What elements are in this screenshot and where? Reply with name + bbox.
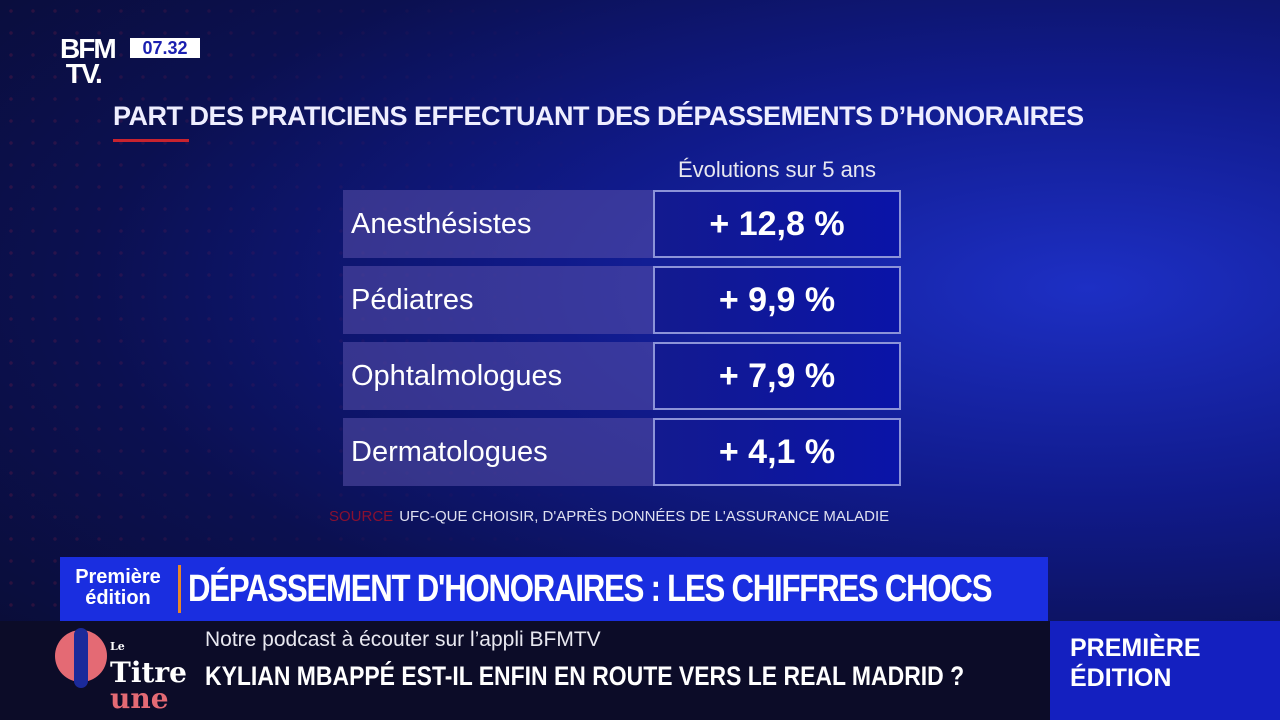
show-corner-logo: PREMIÈRE ÉDITION — [1050, 621, 1280, 720]
table-row: Pédiatres + 9,9 % — [343, 266, 901, 334]
ticker-news: KYLIAN MBAPPÉ EST-IL ENFIN EN ROUTE VERS… — [205, 661, 965, 691]
bfmtv-logo: BFM TV. — [60, 33, 117, 89]
corner-line2: ÉDITION — [1070, 664, 1172, 692]
source-label: SOURCE — [329, 508, 394, 525]
edition-label: Première édition — [64, 567, 172, 609]
podcast-logo-text: Le Titre une — [110, 640, 187, 715]
row-value: + 12,8 % — [653, 190, 901, 258]
edition-line1: Première — [75, 566, 161, 588]
corner-line1: PREMIÈRE — [1070, 634, 1201, 662]
column-header: Évolutions sur 5 ans — [677, 157, 877, 182]
row-value: + 4,1 % — [653, 418, 901, 486]
row-label: Dermatologues — [343, 418, 653, 486]
row-value: + 9,9 % — [653, 266, 901, 334]
headline: DÉPASSEMENT D'HONORAIRES : LES CHIFFRES … — [188, 568, 992, 610]
row-label: Pédiatres — [343, 266, 653, 334]
table-row: Ophtalmologues + 7,9 % — [343, 342, 901, 410]
banner-separator — [178, 565, 181, 613]
podcast-promo: Notre podcast à écouter sur l’appli BFMT… — [205, 628, 601, 651]
table-row: Anesthésistes + 12,8 % — [343, 190, 901, 258]
edition-line2: édition — [85, 587, 151, 609]
title-underline — [113, 139, 189, 142]
row-value: + 7,9 % — [653, 342, 901, 410]
headline-banner: Première édition DÉPASSEMENT D'HONORAIRES… — [60, 557, 1048, 621]
graphic-title: PART DES PRATICIENS EFFECTUANT DES DÉPAS… — [113, 101, 1084, 131]
clock: 07.32 — [130, 38, 200, 58]
row-label: Ophtalmologues — [343, 342, 653, 410]
row-label: Anesthésistes — [343, 190, 653, 258]
source-line: SOURCE UFC-QUE CHOISIR, D'APRÈS DONNÉES D… — [329, 508, 889, 525]
table-row: Dermatologues + 4,1 % — [343, 418, 901, 486]
ticker-bar — [0, 621, 1050, 720]
microphone-icon — [74, 628, 88, 688]
source-text: UFC-QUE CHOISIR, D'APRÈS DONNÉES DE L'AS… — [399, 508, 890, 525]
